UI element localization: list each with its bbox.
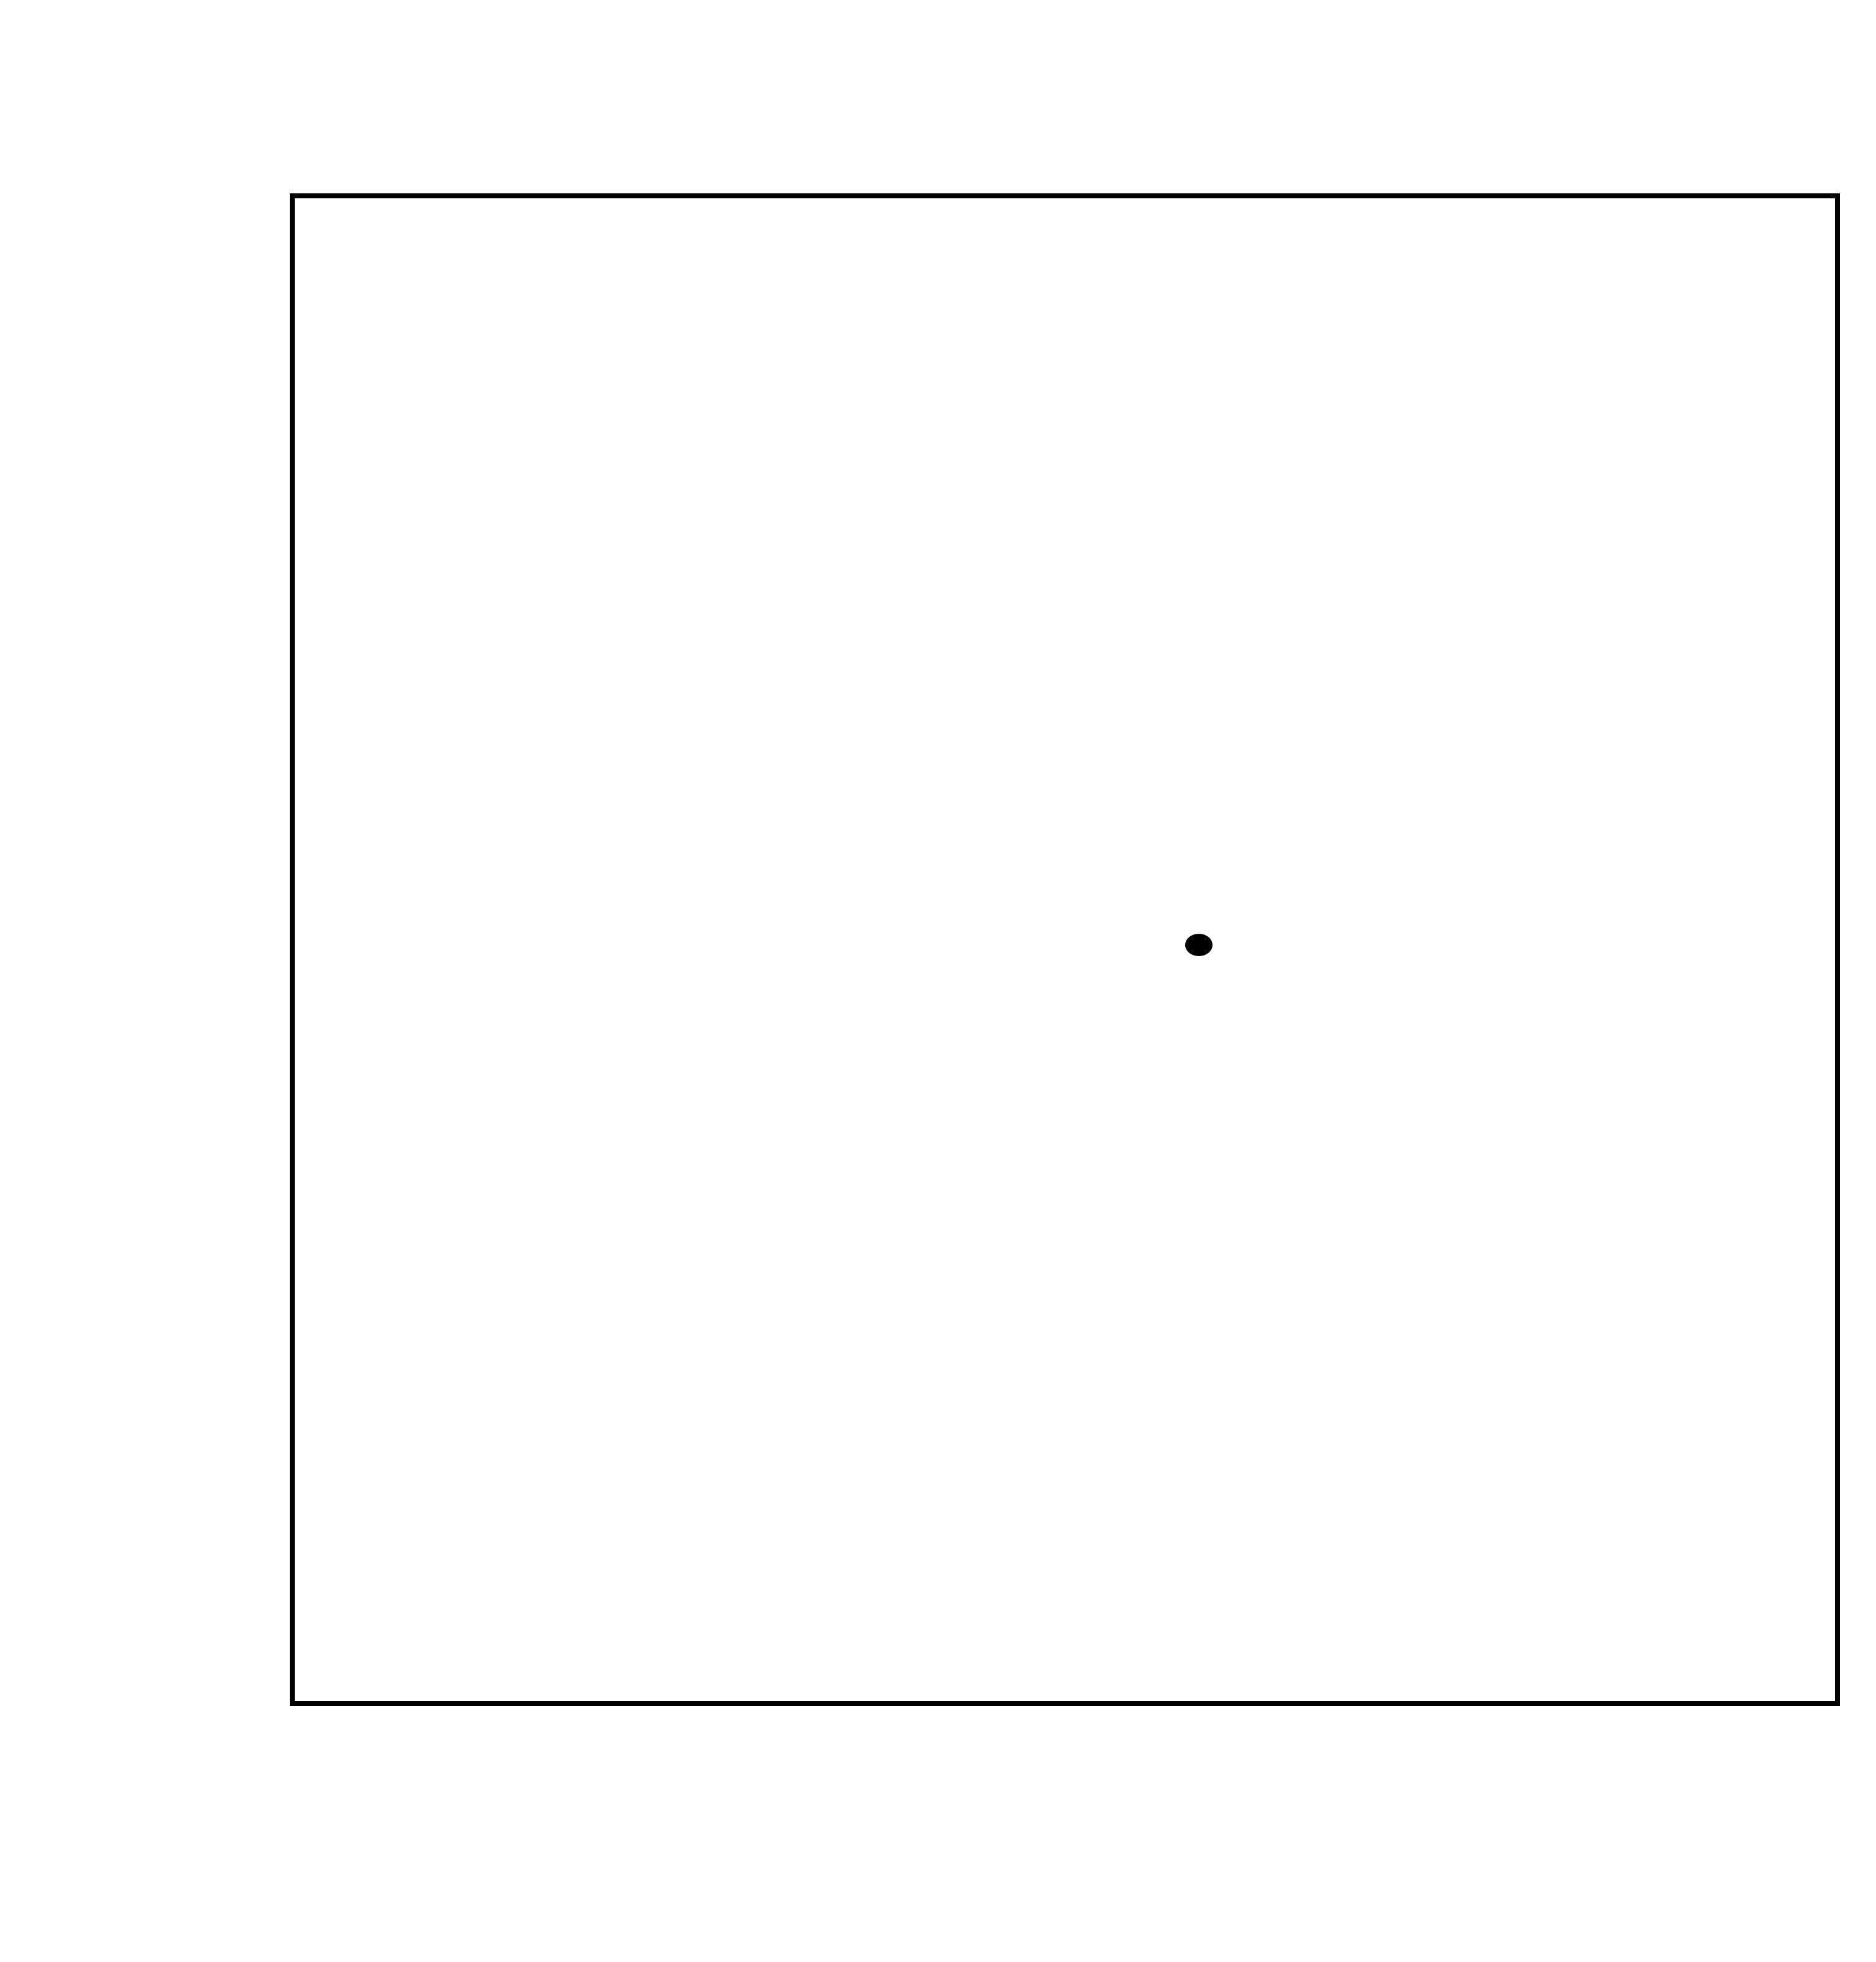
plot-frame: [290, 193, 1840, 1706]
legend-item-rppb: [0, 0, 1251, 1324]
data-marker-icon: [1185, 934, 1213, 956]
legend-item-data: [1185, 934, 1213, 956]
legend: [0, 0, 1251, 1324]
